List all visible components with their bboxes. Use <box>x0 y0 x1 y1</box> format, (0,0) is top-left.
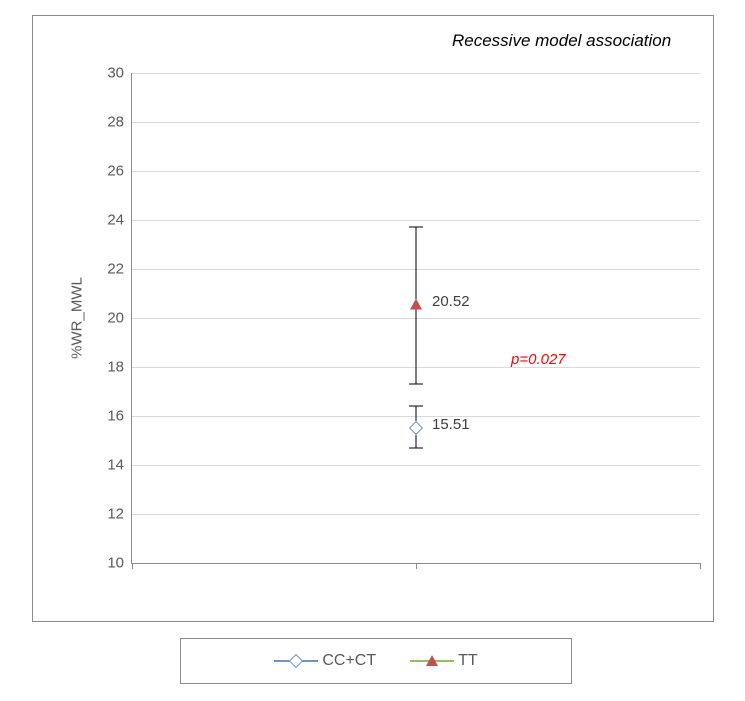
y-tick-label: 18 <box>107 359 132 376</box>
series-marker <box>410 300 422 311</box>
gridline-h <box>132 171 700 172</box>
y-tick-label: 30 <box>107 65 132 82</box>
y-tick-label: 12 <box>107 506 132 523</box>
error-bar-cap <box>409 406 423 407</box>
error-bar-cap <box>409 227 423 228</box>
chart-title: Recessive model association <box>452 31 671 51</box>
legend-item: TT <box>410 652 478 670</box>
legend-label: CC+CT <box>322 652 376 670</box>
error-bar-cap <box>409 447 423 448</box>
legend-swatch <box>274 652 318 670</box>
gridline-h <box>132 220 700 221</box>
y-tick-label: 26 <box>107 163 132 180</box>
plot-area: 101214161820222426283015.5120.52 <box>131 73 700 564</box>
p-value-annotation: p=0.027 <box>511 351 566 368</box>
y-tick-label: 14 <box>107 457 132 474</box>
legend-item: CC+CT <box>274 652 376 670</box>
legend-label: TT <box>458 652 478 670</box>
data-label: 15.51 <box>432 416 470 433</box>
y-axis-title: %WR_MWL <box>69 277 86 359</box>
y-tick-label: 10 <box>107 555 132 572</box>
x-tick <box>700 563 701 569</box>
gridline-h <box>132 122 700 123</box>
gridline-h <box>132 465 700 466</box>
y-tick-label: 16 <box>107 408 132 425</box>
gridline-h <box>132 73 700 74</box>
legend: CC+CT TT <box>180 638 572 684</box>
y-tick-label: 20 <box>107 310 132 327</box>
y-tick-label: 24 <box>107 212 132 229</box>
y-tick-label: 28 <box>107 114 132 131</box>
x-tick <box>132 563 133 569</box>
x-tick <box>416 563 417 569</box>
legend-swatch <box>410 652 454 670</box>
data-label: 20.52 <box>432 293 470 310</box>
y-tick-label: 22 <box>107 261 132 278</box>
figure-canvas: Recessive model association %WR_MWL 10 12… <box>0 0 745 701</box>
error-bar-cap <box>409 384 423 385</box>
chart-border: Recessive model association %WR_MWL 10 12… <box>32 15 714 622</box>
gridline-h <box>132 514 700 515</box>
